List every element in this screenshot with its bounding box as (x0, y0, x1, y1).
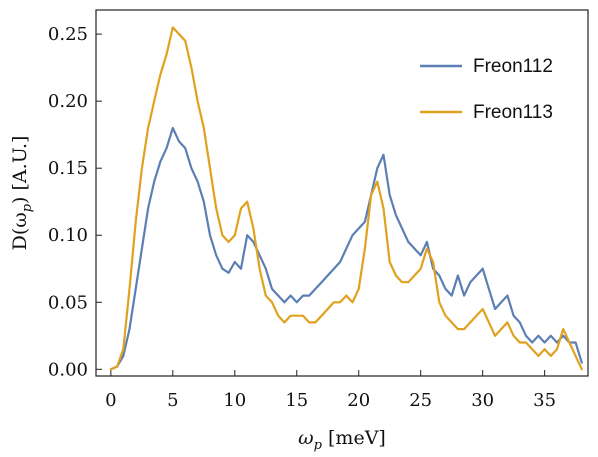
y-tick-label: 0.25 (48, 24, 88, 45)
x-tick-label: 0 (105, 390, 116, 411)
x-tick-label: 10 (223, 390, 246, 411)
y-tick-label: 0.15 (48, 158, 88, 179)
y-tick-label: 0.05 (48, 292, 88, 313)
axis-ticks: 0 5 10 15 20 25 30 35 0.00 0.05 0.10 0.15 0.20 0.25 (48, 24, 556, 411)
legend: Freon112 Freon113 (420, 56, 553, 123)
y-tick-label: 0.20 (48, 91, 88, 112)
y-tick-label: 0.00 (48, 359, 88, 380)
x-tick-label: 30 (471, 390, 494, 411)
series-lines (109, 26, 583, 371)
series-line-freon113 (109, 26, 583, 371)
legend-label-freon113: Freon113 (473, 102, 553, 123)
legend-label-freon112: Freon112 (473, 56, 553, 77)
x-tick-label: 25 (409, 390, 432, 411)
y-axis-title: D(ωp) [A.U.] (9, 136, 35, 251)
plot-frame (95, 9, 589, 377)
x-tick-label: 35 (533, 390, 556, 411)
x-tick-label: 5 (167, 390, 178, 411)
y-tick-label: 0.10 (48, 225, 88, 246)
x-tick-label: 15 (285, 390, 308, 411)
x-axis-title: ωp [meV] (298, 427, 386, 453)
x-tick-label: 20 (347, 390, 370, 411)
series-line-freon112 (109, 126, 583, 371)
